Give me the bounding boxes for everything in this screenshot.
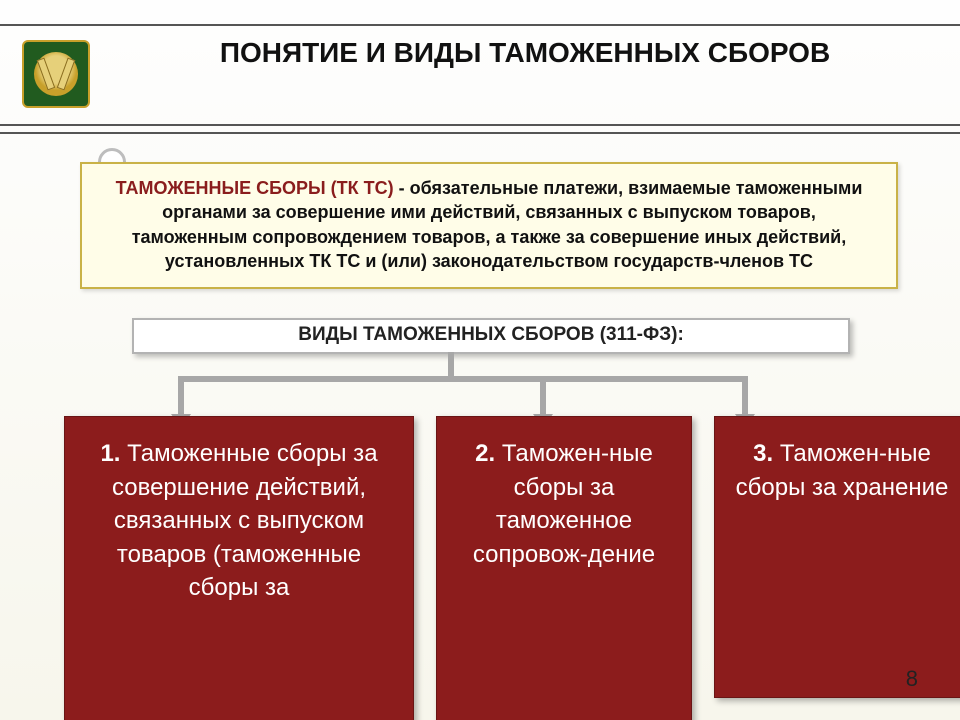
type-box-number: 1. [100,440,127,467]
emblem-inner-icon [34,52,78,96]
connector-group [0,352,960,422]
page-title: ПОНЯТИЕ И ВИДЫ ТАМОЖЕННЫХ СБОРОВ [150,35,900,70]
type-box: 2. Таможен-ные сборы за таможенное сопро… [436,416,692,720]
connector-drop [742,376,748,416]
types-header-bar: ВИДЫ ТАМОЖЕННЫХ СБОРОВ (311-ФЗ): [132,318,850,354]
rule-line [0,132,960,134]
customs-emblem-icon [22,40,90,108]
types-boxes-row: 1. Таможенные сборы за совершение действ… [64,416,896,720]
connector-drop [178,376,184,416]
connector-drop [540,376,546,416]
connector-horizontal [178,376,748,382]
type-box-number: 2. [475,440,502,467]
connector-stem [448,352,454,376]
definition-box: ТАМОЖЕННЫЕ СБОРЫ (ТК ТС) - обязательные … [80,162,898,289]
type-box: 3. Таможен-ные сборы за хранение [714,416,960,698]
slide-root: ПОНЯТИЕ И ВИДЫ ТАМОЖЕННЫХ СБОРОВ ВИДЫ ТА… [0,0,960,720]
definition-lead: ТАМОЖЕННЫЕ СБОРЫ (ТК ТС) [116,178,394,198]
rule-line [0,24,960,26]
type-box-text: Таможенные сборы за совершение действий,… [112,440,378,601]
type-box: 1. Таможенные сборы за совершение действ… [64,416,414,720]
rule-line [0,124,960,126]
type-box-number: 3. [753,440,780,467]
page-number: 8 [906,666,918,692]
